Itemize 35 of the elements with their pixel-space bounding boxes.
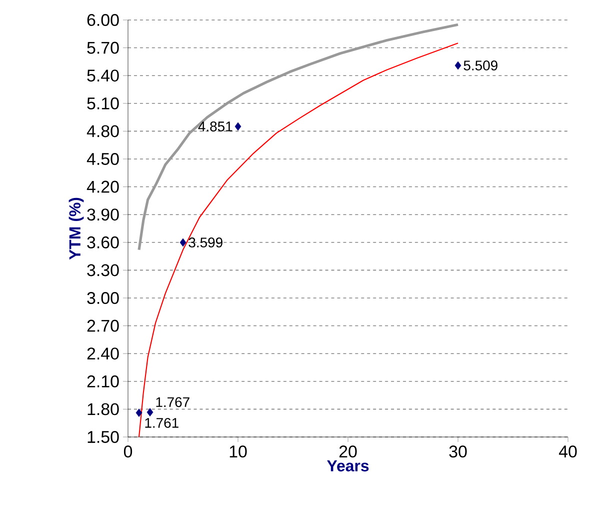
data-label: 4.851 xyxy=(198,122,232,132)
y-tick-label: 3.00 xyxy=(87,292,119,304)
y-tick-label: 5.40 xyxy=(87,70,119,82)
y-tick-label: 4.20 xyxy=(86,180,119,193)
x-axis-title: Years xyxy=(326,460,369,472)
y-tick-label: 3.60 xyxy=(87,236,119,248)
point xyxy=(146,408,154,416)
point xyxy=(454,61,462,70)
y-tick-label: 4.80 xyxy=(86,125,119,138)
x-tick-label: 30 xyxy=(449,446,467,458)
x-tick-label: 40 xyxy=(558,446,577,458)
y-tick-label: 5.70 xyxy=(87,42,119,54)
y-tick-label: 2.40 xyxy=(87,348,119,360)
x-tick-label: 0 xyxy=(124,446,132,458)
x-tick-label: 20 xyxy=(339,446,357,458)
point xyxy=(180,238,186,247)
data-label: 5.509 xyxy=(464,60,498,70)
y-tick-label: 3.90 xyxy=(87,208,119,221)
y-tick-label: 5.10 xyxy=(87,97,119,110)
data-label: 1.761 xyxy=(145,418,178,428)
point xyxy=(234,122,242,131)
y-tick-label: 2.10 xyxy=(87,375,119,388)
y-tick-label: 3.30 xyxy=(87,264,119,276)
line-series xyxy=(138,23,460,252)
line-series xyxy=(138,42,459,438)
data-label: 3.599 xyxy=(188,238,222,248)
y-axis-title: YTM (%) xyxy=(68,198,84,260)
y-tick-label: 1.80 xyxy=(88,403,119,416)
point xyxy=(136,408,142,417)
y-tick-label: 6.00 xyxy=(87,14,119,26)
y-tick-label: 1.50 xyxy=(88,430,119,443)
y-tick-label: 4.50 xyxy=(86,152,119,165)
x-tick-label: 10 xyxy=(230,446,247,458)
data-label: 1.767 xyxy=(156,397,190,408)
y-tick-label: 2.70 xyxy=(87,320,119,332)
